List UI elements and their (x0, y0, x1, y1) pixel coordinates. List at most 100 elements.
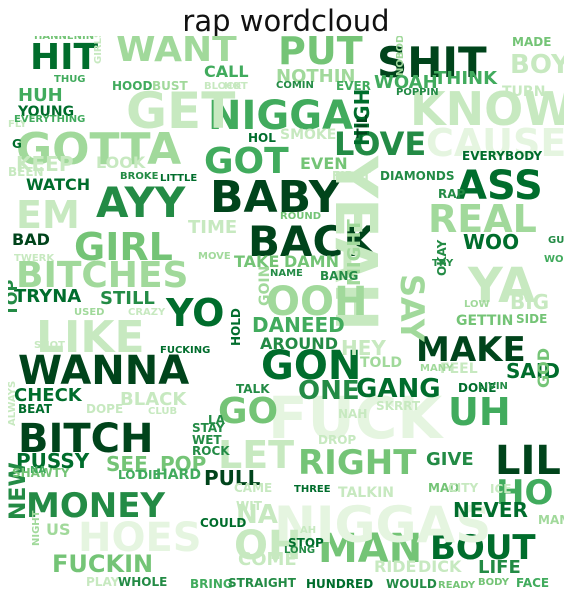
word: USED (74, 307, 105, 318)
word: NIGGAS (274, 496, 492, 554)
word: BLACK (120, 389, 187, 410)
word: YA (468, 258, 536, 314)
word: OOH (266, 279, 368, 325)
word: OH (234, 523, 302, 569)
word: WHOLE (118, 575, 168, 589)
word: DONE (458, 381, 497, 395)
word: EVERYBODY (462, 149, 543, 163)
word: RIDE (374, 557, 417, 576)
word: YO (166, 291, 225, 335)
word: BIG (510, 290, 550, 314)
word: HOES (78, 515, 202, 561)
word: GOTTA (16, 124, 182, 175)
word: BRING (190, 577, 233, 591)
word: LET (218, 433, 295, 477)
word: ONE (298, 376, 360, 406)
word: STOP (288, 536, 324, 550)
word: BITCH (18, 416, 154, 462)
word: MAN (318, 526, 423, 572)
word: LOW (464, 299, 490, 310)
word: ICE (490, 482, 512, 496)
word: FEEL (440, 361, 478, 377)
word: HOL (248, 131, 276, 145)
word: TALK (236, 382, 270, 396)
word: STILL (100, 288, 155, 309)
word: MOVE (198, 251, 231, 262)
word: BAD (12, 230, 50, 249)
word: CRAZY (128, 307, 166, 318)
word: UH (448, 390, 511, 434)
word: DOPE (86, 402, 124, 416)
word: RIGHT (298, 443, 417, 483)
word: CAME (234, 481, 273, 495)
word: LOVE (334, 125, 427, 163)
word: LIVIN (478, 381, 508, 392)
word: SMOKE (280, 127, 337, 143)
word: BEEN (8, 165, 44, 179)
word: TOLD (360, 355, 402, 371)
word: HIT (30, 37, 99, 78)
wordcloud-canvas: SHIT NIGGA BABY BACK WANNA BITCH MAKE GON LIL MON… (8, 36, 564, 596)
word: LIFE (478, 557, 521, 578)
word: GO (218, 391, 279, 432)
word: ALWAYS (8, 380, 18, 426)
word: DAMN (284, 252, 339, 271)
word: MONEY (26, 486, 166, 526)
word: AYY (96, 178, 186, 227)
word: HUNDRED (306, 577, 374, 591)
word: SHIT (377, 38, 487, 87)
word: BEAT (18, 402, 52, 416)
word: READY (438, 580, 476, 591)
word: POP (160, 452, 207, 476)
word: TALKIN (338, 485, 394, 501)
word: NOBODY (395, 36, 406, 76)
word: DANEED (252, 313, 345, 337)
word: LOOK (96, 153, 146, 172)
word: BODY (478, 577, 509, 588)
word: DICK (418, 557, 462, 576)
word: BUST (152, 79, 188, 93)
word: TAKE (234, 252, 280, 271)
word: WOO (463, 230, 520, 254)
word: AROUND (260, 334, 338, 353)
word: GUCCI (548, 235, 564, 246)
word: GOT (204, 141, 289, 182)
word: GON (261, 343, 362, 389)
word: TOP (8, 279, 21, 316)
word: TURN (502, 84, 546, 100)
word: NEVER (453, 498, 528, 522)
word: SAID (506, 359, 560, 383)
word: BOY (510, 50, 564, 80)
word: TIL (355, 114, 371, 138)
word: POPPIN (396, 87, 439, 98)
word: TIME (188, 217, 238, 238)
word: LA (208, 413, 225, 427)
word: THUG (54, 74, 86, 85)
word: BOUT (430, 528, 536, 568)
word: SEE (106, 452, 148, 476)
word: FUCKIN (52, 550, 154, 578)
word: CLUB (148, 406, 178, 417)
word: STRAIGHT (228, 576, 296, 590)
word: LITTLE (160, 173, 198, 184)
word: DIAMONDS (380, 169, 455, 183)
word: EM (16, 193, 80, 237)
word: MAD (428, 481, 460, 495)
word: LIL (495, 438, 561, 484)
word: WANNA (18, 348, 190, 394)
word: HO (496, 473, 554, 513)
word: NIGGA (208, 93, 353, 139)
word: SHAWTY (12, 466, 70, 480)
word: WANT (116, 36, 237, 70)
word: WOULD (386, 577, 437, 591)
word: GANG (356, 374, 441, 404)
word: LIKE (36, 312, 145, 363)
word: BACK (248, 217, 376, 266)
word: PUT (278, 36, 363, 73)
word: HEY (341, 336, 386, 360)
word: BABY (210, 172, 341, 223)
word: NAH (338, 407, 368, 421)
word: PLAY (86, 575, 120, 589)
word: MAKE (416, 330, 526, 370)
word: LOT (118, 468, 144, 482)
